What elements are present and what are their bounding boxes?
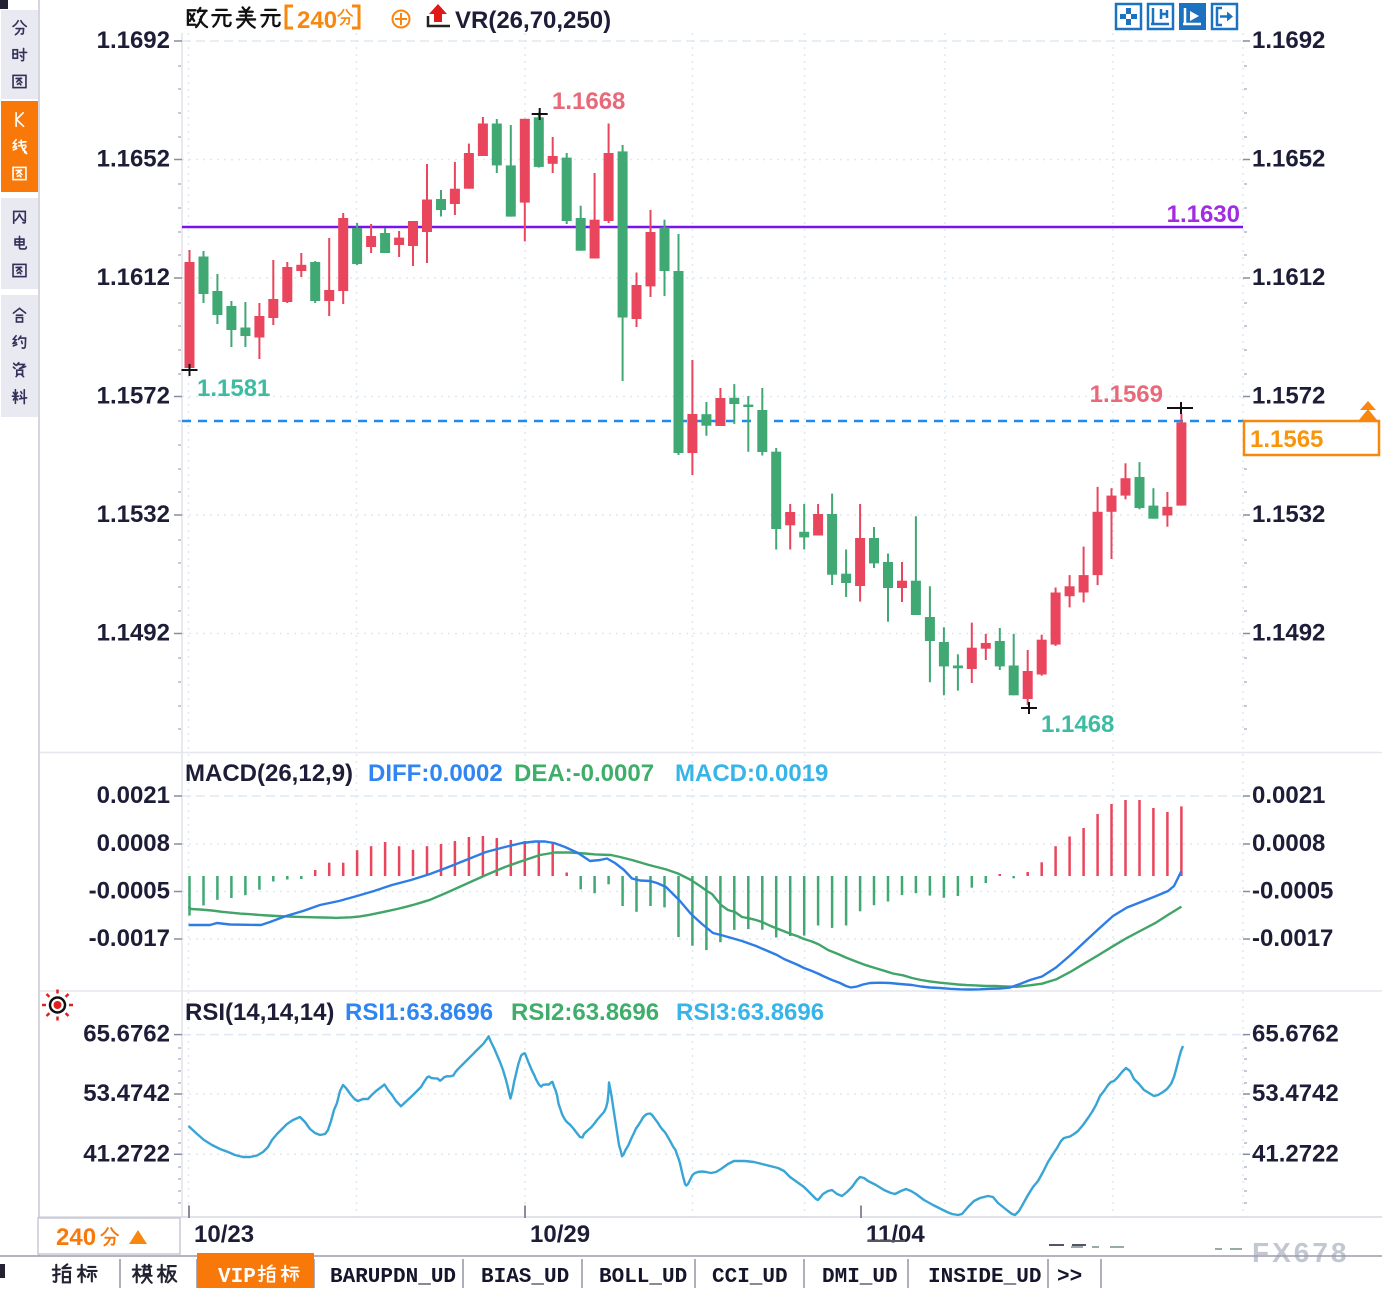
svg-text:1.1692: 1.1692 [97,27,170,54]
svg-text:65.6762: 65.6762 [83,1021,170,1048]
svg-text:MACD(26,12,9): MACD(26,12,9) [185,760,353,787]
svg-text:RSI1:63.8696: RSI1:63.8696 [345,999,493,1026]
svg-text:BARUPDN_UD: BARUPDN_UD [330,1266,456,1288]
svg-text:INSIDE_UD: INSIDE_UD [928,1266,1041,1288]
svg-text:240: 240 [297,7,337,34]
svg-text:RSI(14,14,14): RSI(14,14,14) [185,999,334,1026]
svg-text:1.1565: 1.1565 [1250,426,1323,453]
svg-text:1.1612: 1.1612 [1252,264,1325,291]
svg-text:BIAS_UD: BIAS_UD [481,1266,569,1288]
svg-text:0.0008: 0.0008 [1252,830,1325,857]
svg-text:10/29: 10/29 [530,1221,590,1248]
svg-text:1.1652: 1.1652 [97,146,170,173]
svg-text:DIFF:0.0002: DIFF:0.0002 [368,760,503,787]
svg-text:1.1668: 1.1668 [552,88,625,115]
svg-text:VR(26,70,250): VR(26,70,250) [455,7,611,34]
svg-text:1.1492: 1.1492 [97,620,170,647]
svg-text:CCI_UD: CCI_UD [712,1266,788,1288]
svg-text:0.0021: 0.0021 [97,782,170,809]
svg-text:MACD:0.0019: MACD:0.0019 [675,760,828,787]
svg-text:DEA:-0.0007: DEA:-0.0007 [514,760,654,787]
svg-text:FX678: FX678 [1252,1237,1350,1268]
svg-text:RSI2:63.8696: RSI2:63.8696 [511,999,659,1026]
svg-text:1.1492: 1.1492 [1252,620,1325,647]
svg-text:1.1581: 1.1581 [197,375,270,402]
svg-text:11/04: 11/04 [866,1221,925,1248]
svg-text:1.1468: 1.1468 [1041,711,1114,738]
svg-text:DMI_UD: DMI_UD [822,1266,898,1288]
svg-text:>>: >> [1057,1266,1082,1288]
svg-text:VIP: VIP [218,1266,256,1288]
svg-text:1.1572: 1.1572 [97,383,170,410]
svg-text:1.1652: 1.1652 [1252,146,1325,173]
svg-text:1.1572: 1.1572 [1252,383,1325,410]
svg-text:0.0021: 0.0021 [1252,782,1325,809]
svg-text:240: 240 [56,1224,96,1251]
svg-text:1.1569: 1.1569 [1090,381,1163,408]
svg-text:41.2722: 41.2722 [83,1140,170,1167]
svg-text:41.2722: 41.2722 [1252,1140,1339,1167]
svg-text:1.1612: 1.1612 [97,264,170,291]
svg-text:-0.0005: -0.0005 [1252,878,1333,905]
svg-text:10/23: 10/23 [194,1221,254,1248]
svg-text:65.6762: 65.6762 [1252,1021,1339,1048]
svg-text:RSI3:63.8696: RSI3:63.8696 [676,999,824,1026]
svg-text:1.1630: 1.1630 [1167,201,1240,228]
svg-text:1.1532: 1.1532 [1252,501,1325,528]
svg-text:-0.0017: -0.0017 [89,925,170,952]
svg-text:1.1532: 1.1532 [97,501,170,528]
svg-text:0.0008: 0.0008 [97,830,170,857]
svg-text:BOLL_UD: BOLL_UD [599,1266,687,1288]
svg-text:1.1692: 1.1692 [1252,27,1325,54]
svg-text:53.4742: 53.4742 [83,1080,170,1107]
svg-text:53.4742: 53.4742 [1252,1080,1339,1107]
svg-text:-0.0005: -0.0005 [89,878,170,905]
svg-text:-0.0017: -0.0017 [1252,925,1333,952]
